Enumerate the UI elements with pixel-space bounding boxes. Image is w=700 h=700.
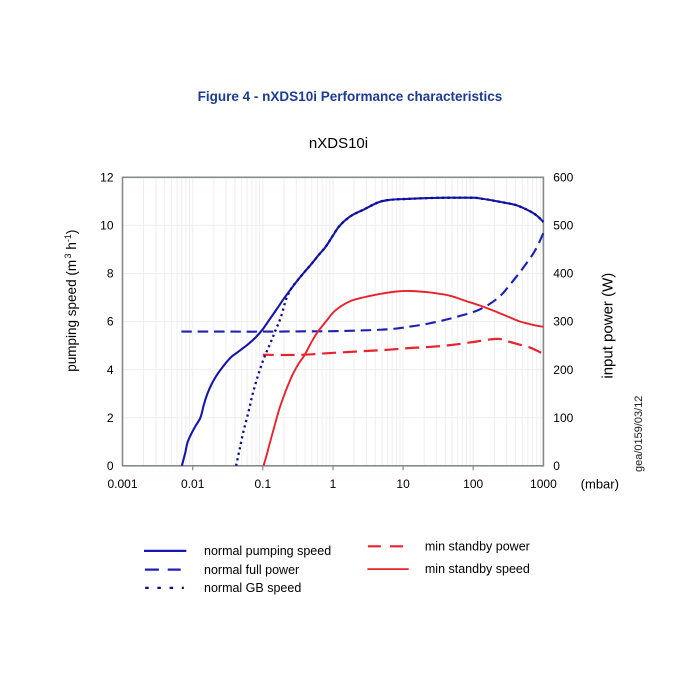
svg-text:4: 4 [107, 363, 114, 377]
svg-text:normal pumping speed: normal pumping speed [204, 544, 331, 558]
svg-text:200: 200 [553, 363, 573, 377]
svg-text:2: 2 [107, 411, 114, 425]
svg-text:10: 10 [100, 219, 114, 233]
svg-text:8: 8 [107, 267, 114, 281]
svg-text:gea/0159/03/12: gea/0159/03/12 [633, 396, 645, 472]
svg-text:1: 1 [330, 477, 337, 491]
svg-text:12: 12 [100, 171, 114, 185]
svg-text:0: 0 [553, 459, 560, 473]
svg-text:input power (W): input power (W) [600, 273, 617, 379]
svg-text:nXDS10i: nXDS10i [309, 135, 368, 152]
svg-text:300: 300 [553, 315, 573, 329]
svg-text:Figure 4 - nXDS10i Performance: Figure 4 - nXDS10i Performance character… [198, 89, 503, 104]
svg-text:1000: 1000 [530, 477, 557, 491]
svg-text:600: 600 [553, 171, 573, 185]
svg-text:400: 400 [553, 267, 573, 281]
svg-text:100: 100 [553, 411, 573, 425]
svg-text:0.001: 0.001 [107, 477, 137, 491]
svg-text:(mbar): (mbar) [581, 477, 619, 492]
svg-text:normal full power: normal full power [204, 563, 299, 577]
svg-text:min standby power: min standby power [425, 539, 530, 553]
svg-text:500: 500 [553, 219, 573, 233]
svg-text:100: 100 [463, 477, 483, 491]
svg-text:10: 10 [396, 477, 410, 491]
svg-text:pumping speed (m3 h-1): pumping speed (m3 h-1) [63, 230, 79, 372]
svg-text:normal GB speed: normal GB speed [204, 581, 301, 595]
svg-text:6: 6 [107, 315, 114, 329]
svg-text:0: 0 [107, 459, 114, 473]
svg-text:0.01: 0.01 [181, 477, 205, 491]
svg-text:0.1: 0.1 [254, 477, 271, 491]
svg-text:min standby speed: min standby speed [425, 562, 530, 576]
